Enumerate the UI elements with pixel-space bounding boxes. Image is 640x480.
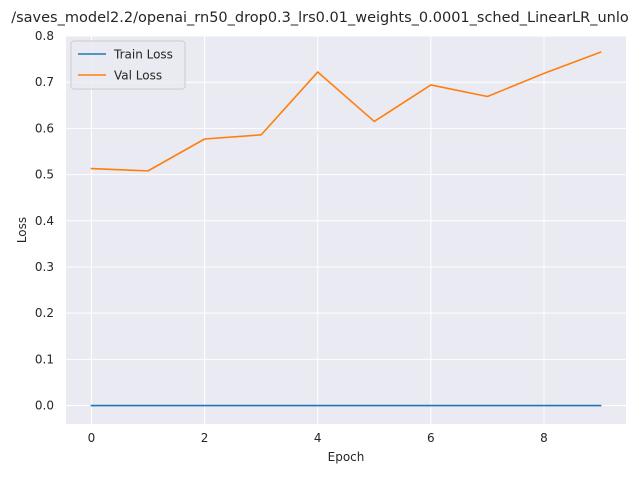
chart-title: /saves_model2.2/openai_rn50_drop0.3_lrs0… [11, 10, 629, 26]
tick-labels: 0.0 0.1 0.2 0.3 0.4 0.5 0.6 0.7 0.8 0 2 4 6 8 [35, 29, 548, 445]
x-tick-label: 0 [88, 431, 96, 445]
y-tick-label: 0.3 [35, 260, 54, 274]
plot-area [66, 36, 626, 424]
legend-label-0: Train Loss [113, 48, 173, 62]
y-axis-label: Loss [15, 217, 29, 243]
y-tick-label: 0.2 [35, 306, 54, 320]
x-tick-label: 2 [201, 431, 209, 445]
y-tick-label: 0.8 [35, 29, 54, 43]
legend-label-1: Val Loss [114, 69, 162, 83]
x-axis-label: Epoch [328, 450, 365, 464]
y-tick-label: 0.7 [35, 75, 54, 89]
y-tick-label: 0.6 [35, 121, 54, 135]
y-tick-label: 0.4 [35, 214, 54, 228]
y-tick-label: 0.5 [35, 168, 54, 182]
y-tick-label: 0.1 [35, 352, 54, 366]
legend: Train Loss Val Loss [70, 40, 186, 90]
x-tick-label: 8 [540, 431, 548, 445]
series-line-1 [90, 51, 602, 172]
series-layer [90, 51, 602, 407]
y-tick-label: 0.0 [35, 399, 54, 413]
x-tick-label: 4 [314, 431, 322, 445]
legend-box [70, 40, 186, 90]
x-tick-label: 6 [427, 431, 435, 445]
